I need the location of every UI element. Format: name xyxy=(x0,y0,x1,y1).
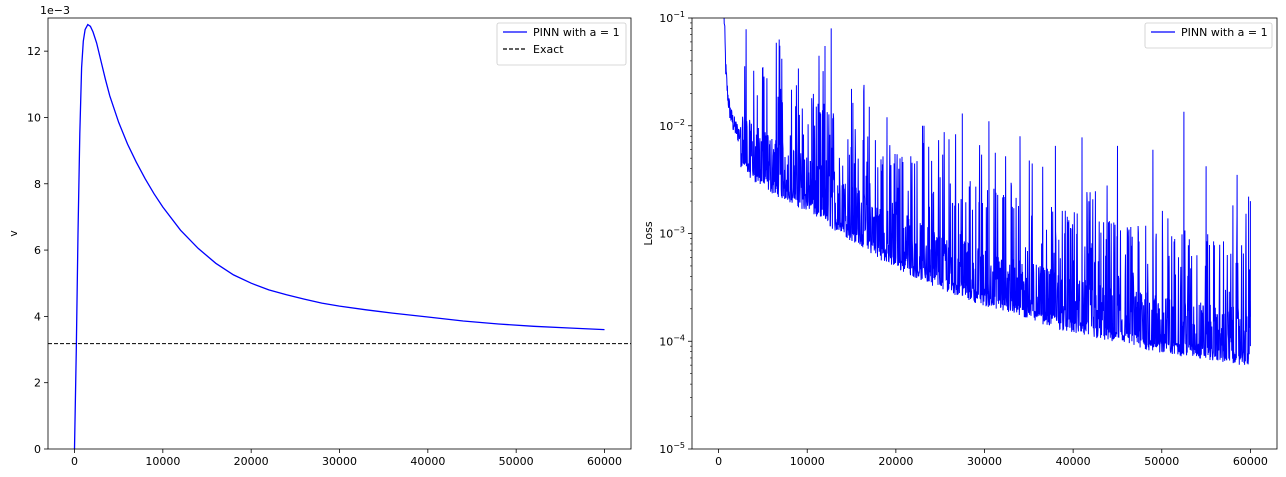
chart-panel-2: 0 10000 20000 30000 40000 50000 6000010−510−41… xyxy=(642,10,1278,468)
legend-box xyxy=(496,22,627,66)
x-tick-label: 30000 xyxy=(322,455,357,468)
x-tick-label: 20000 xyxy=(878,455,913,468)
x-tick-label: 0 xyxy=(715,455,722,468)
legend: PINN with a = 1 Exact xyxy=(496,22,627,66)
legend-box xyxy=(1144,22,1273,49)
x-tick-label: 20000 xyxy=(234,455,269,468)
x-tick-label: 50000 xyxy=(499,455,534,468)
y-tick-label: 2 xyxy=(34,377,41,390)
y-tick-exponent: −4 xyxy=(673,333,685,342)
y-tick-label: 10−5 xyxy=(659,441,685,456)
y-offset-text: 1e−3 xyxy=(40,4,70,17)
y-tick-label: 8 xyxy=(34,178,41,191)
x-tick-label: 10000 xyxy=(145,455,180,468)
y-tick-label: 6 xyxy=(34,244,41,257)
y-axis-label: v xyxy=(7,230,20,237)
x-tick-label: 30000 xyxy=(967,455,1002,468)
plot-area xyxy=(723,18,1251,365)
y-tick-label: 10−1 xyxy=(659,10,685,25)
y-tick-exponent: −3 xyxy=(673,226,685,235)
x-tick-label: 60000 xyxy=(1233,455,1268,468)
legend-label: Exact xyxy=(533,43,564,56)
series-line-loss xyxy=(723,18,1251,365)
y-tick-label: 10−3 xyxy=(659,226,685,241)
legend: PINN with a = 1 xyxy=(1144,22,1273,49)
y-tick-base: 10 xyxy=(659,443,673,456)
y-tick-label: 10 xyxy=(27,111,41,124)
y-tick-base: 10 xyxy=(659,335,673,348)
legend-label: PINN with a = 1 xyxy=(1181,26,1268,39)
y-axis-label: Loss xyxy=(642,221,655,245)
y-tick-label: 12 xyxy=(27,45,41,58)
x-tick-label: 40000 xyxy=(410,455,445,468)
x-tick-label: 10000 xyxy=(790,455,825,468)
y-tick-label: 4 xyxy=(34,310,41,323)
y-tick-label: 10−4 xyxy=(659,333,685,348)
y-tick-exponent: −5 xyxy=(673,441,685,450)
x-tick-label: 40000 xyxy=(1056,455,1091,468)
x-tick-label: 50000 xyxy=(1144,455,1179,468)
legend-label: PINN with a = 1 xyxy=(533,26,620,39)
y-tick-base: 10 xyxy=(659,120,673,133)
series-line-pinn xyxy=(73,23,605,449)
x-tick-label: 60000 xyxy=(587,455,622,468)
y-tick-label: 0 xyxy=(34,443,41,456)
axes-frame xyxy=(47,17,632,450)
x-tick-label: 0 xyxy=(71,455,78,468)
axes-frame xyxy=(691,17,1278,450)
y-tick-exponent: −2 xyxy=(673,118,685,127)
plot-area xyxy=(48,23,631,449)
y-tick-base: 10 xyxy=(659,228,673,241)
y-tick-exponent: −1 xyxy=(673,10,685,19)
y-tick-base: 10 xyxy=(659,12,673,25)
chart-panel-1: 0 10000 20000 30000 40000 50000 60000 0 2 4 6 8 10 12… xyxy=(7,4,632,468)
y-tick-label: 10−2 xyxy=(659,118,685,133)
